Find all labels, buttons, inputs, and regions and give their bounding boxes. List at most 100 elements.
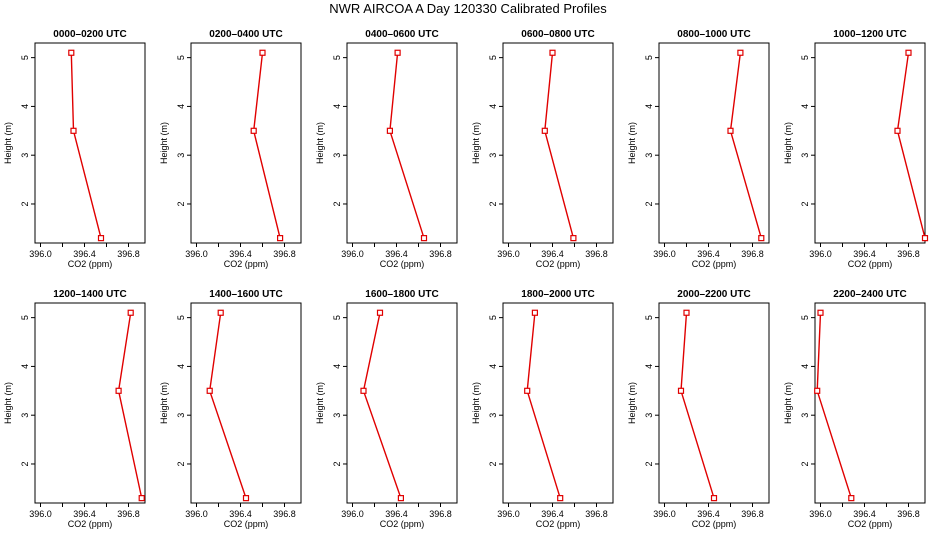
plot-7-frame [34,302,146,504]
plot-8-series-line [208,312,247,499]
plot-5-x-tick-label: 396.4 [697,249,720,259]
plot-5-y-tick-label: 4 [644,104,654,109]
plot-9-point [397,495,404,502]
plot-3-point [394,49,401,56]
plot-4-y-tick-label: 5 [488,55,498,60]
plot-3-y-label: Height (m) [315,122,325,164]
plot-4-x-tick-label: 396.0 [497,249,520,259]
plot-9-series-line [362,312,402,499]
plot-12-title: 2200–2400 UTC [833,289,906,300]
plot-9-x-axis [352,503,441,507]
plot-12-point [817,309,824,316]
plot-4-y-label: Height (m) [471,122,481,164]
plot-9-point [360,387,367,394]
plot-6-x-tick-label: 396.4 [853,249,876,259]
plot-1-title: 0000–0200 UTC [53,29,126,40]
plot-7-x-tick-label: 396.4 [73,509,96,519]
plot-5-y-tick-label: 2 [644,201,654,206]
plot-1-x-tick-label: 396.4 [73,249,96,259]
plot-11-point [677,387,685,394]
plot-4-y-tick-label: 2 [488,201,498,206]
plot-11-x-axis [664,503,753,507]
plot-3-x-label: CO2 (ppm) [380,259,425,269]
plot-8-y-tick-label: 5 [176,315,186,320]
plot-7-y-tick-label: 2 [20,461,30,466]
plot-2-x-tick-label: 396.0 [185,249,208,259]
plot-8-point [217,309,224,316]
plot-1-point [70,127,77,134]
plot-5-point [758,235,765,242]
plot-11-y-label: Height (m) [627,382,637,424]
plot-5-x-axis [664,243,753,247]
plot-9-y-tick-label: 2 [332,461,342,466]
plot-7-x-label: CO2 (ppm) [68,519,113,529]
plot-5-series-line [729,52,762,239]
plot-6-title: 1000–1200 UTC [833,29,906,40]
plot-6-y-tick-label: 3 [800,153,810,158]
plot-1-x-label: CO2 (ppm) [68,259,113,269]
plot-6-point [921,235,929,242]
plot-10-y-tick-label: 3 [488,413,498,418]
plot-6-y-tick-label: 5 [800,55,810,60]
plot-7-x-tick-label: 396.0 [29,509,52,519]
plot-3-frame [346,42,458,244]
plot-4-title: 0600–0800 UTC [521,29,594,40]
plot-12-y-label: Height (m) [783,382,793,424]
plot-1-x-tick-label: 396.0 [29,249,52,259]
plot-10-point [557,495,564,502]
plot-1-point [68,49,75,56]
plot-8-x-axis [196,503,285,507]
plot-2-point [277,235,284,242]
plot-4-frame [502,42,614,244]
plot-11-title: 2000–2200 UTC [677,289,750,300]
plot-9-y-tick-label: 3 [332,413,342,418]
plot-3-y-tick-label: 3 [332,153,342,158]
plot-4-x-tick-label: 396.4 [541,249,564,259]
plot-4-point [541,127,548,134]
plot-7-point [115,387,122,394]
plot-12-y-tick-label: 2 [800,461,810,466]
plot-1-y-tick-label: 2 [20,201,30,206]
plot-3-series-line [389,52,425,239]
plot-11-x-label: CO2 (ppm) [692,519,737,529]
plot-12-y-tick-label: 3 [800,413,810,418]
plot-12-y-tick-label: 5 [800,315,810,320]
plot-1-y-tick-label: 3 [20,153,30,158]
plot-9-y-tick-label: 4 [332,364,342,369]
plot-12-x-label: CO2 (ppm) [848,519,893,529]
plot-5-point [727,127,734,134]
plot-9-x-tick-label: 396.8 [429,509,452,519]
plot-2-x-label: CO2 (ppm) [224,259,269,269]
plot-10-point [531,309,539,316]
plot-8-y-tick-label: 2 [176,461,186,466]
plot-1-y-tick-label: 4 [20,104,30,109]
plot-10-x-label: CO2 (ppm) [536,519,581,529]
plot-7-y-tick-label: 3 [20,413,30,418]
plot-7-y-label: Height (m) [3,382,13,424]
plot-4-point [549,49,556,56]
plot-1-x-tick-label: 396.8 [117,249,140,259]
plot-10-y-tick-label: 5 [488,315,498,320]
plot-9-frame [346,302,458,504]
plot-7-x-tick-label: 396.8 [117,509,140,519]
plot-10-frame [502,302,614,504]
plot-4-x-label: CO2 (ppm) [536,259,581,269]
plot-3-x-tick-label: 396.4 [385,249,408,259]
plot-6-x-tick-label: 396.8 [897,249,920,259]
plot-11-series-line [680,312,715,499]
plot-7-series-line [117,312,143,499]
plot-9-point [376,309,384,316]
plot-9-y-label: Height (m) [315,382,325,424]
plot-5-frame [658,42,770,244]
plot-3-y-tick-label: 5 [332,55,342,60]
plot-1-frame [34,42,146,244]
plot-8-point [206,387,213,394]
plot-10-y-label: Height (m) [471,382,481,424]
plot-5-y-tick-label: 5 [644,55,654,60]
plot-1-y-tick-label: 5 [20,55,30,60]
plot-1-x-axis [40,243,129,247]
plot-11-y-tick-label: 2 [644,461,654,466]
plot-4-point [570,235,577,242]
plot-12-frame [814,302,926,504]
plot-4-x-axis [508,243,597,247]
